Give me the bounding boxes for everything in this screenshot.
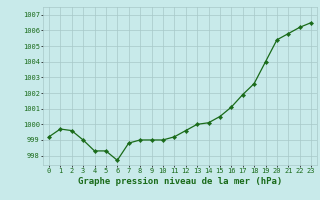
X-axis label: Graphe pression niveau de la mer (hPa): Graphe pression niveau de la mer (hPa) [78, 177, 282, 186]
